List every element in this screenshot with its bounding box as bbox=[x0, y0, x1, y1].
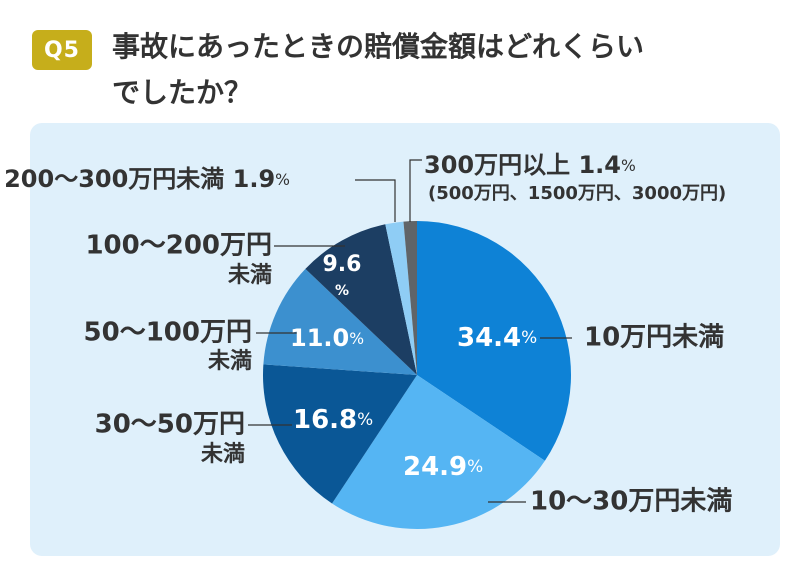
question-title: 事故にあったときの賠償金額はどれくらい でしたか？ bbox=[112, 24, 752, 116]
pie-slice-3 bbox=[263, 364, 417, 504]
slice-label-2: 10～30万円未満 bbox=[530, 487, 732, 517]
slice-label-3-line2: 未満 bbox=[201, 441, 245, 467]
pie-slices bbox=[263, 221, 572, 529]
pie-slice-7 bbox=[403, 221, 417, 375]
slice-label-6: 200～300万円未満 1.9% bbox=[4, 165, 290, 193]
pie-slice-5 bbox=[305, 224, 417, 375]
slice-label-3: 30～50万円 bbox=[95, 410, 245, 440]
question-badge: Q5 bbox=[32, 30, 92, 70]
slice-label-4: 50～100万円 bbox=[84, 318, 252, 348]
pie-slice-4 bbox=[263, 268, 417, 375]
slice-value-6: 1.9 bbox=[233, 165, 276, 193]
slice-label-5-line2: 未満 bbox=[228, 262, 272, 288]
leader-line-6 bbox=[355, 179, 396, 222]
pie-slice-1 bbox=[417, 221, 572, 461]
slice-label-5: 100～200万円 bbox=[85, 231, 272, 261]
question-title-line1: 事故にあったときの賠償金額はどれくらい bbox=[112, 30, 645, 63]
slice-value-2: 24.9% bbox=[403, 452, 483, 482]
slice-value-1: 34.4% bbox=[457, 323, 537, 353]
pie-slice-6 bbox=[385, 221, 417, 375]
slice-unit-5: % bbox=[335, 283, 349, 299]
slice-labels: 10万円未満34.4%10～30万円未満24.9%30～50万円未満16.8%5… bbox=[4, 151, 732, 517]
slice-value-7: 1.4 bbox=[578, 151, 621, 179]
leader-line-7 bbox=[409, 159, 422, 222]
slice-label-7: 300万円以上 1.4% bbox=[424, 151, 636, 179]
slice-value-5: 9.6 bbox=[323, 252, 362, 277]
slice-value-4: 11.0% bbox=[290, 324, 364, 352]
question-title-line2: でしたか？ bbox=[112, 76, 253, 109]
slice-label-7-line2: (500万円、1500万円、3000万円) bbox=[428, 183, 726, 204]
pie-slice-2 bbox=[332, 375, 545, 529]
slice-value-3: 16.8% bbox=[293, 405, 373, 435]
slice-label-4-line2: 未満 bbox=[208, 348, 252, 374]
slice-label-1: 10万円未満 bbox=[584, 323, 724, 353]
